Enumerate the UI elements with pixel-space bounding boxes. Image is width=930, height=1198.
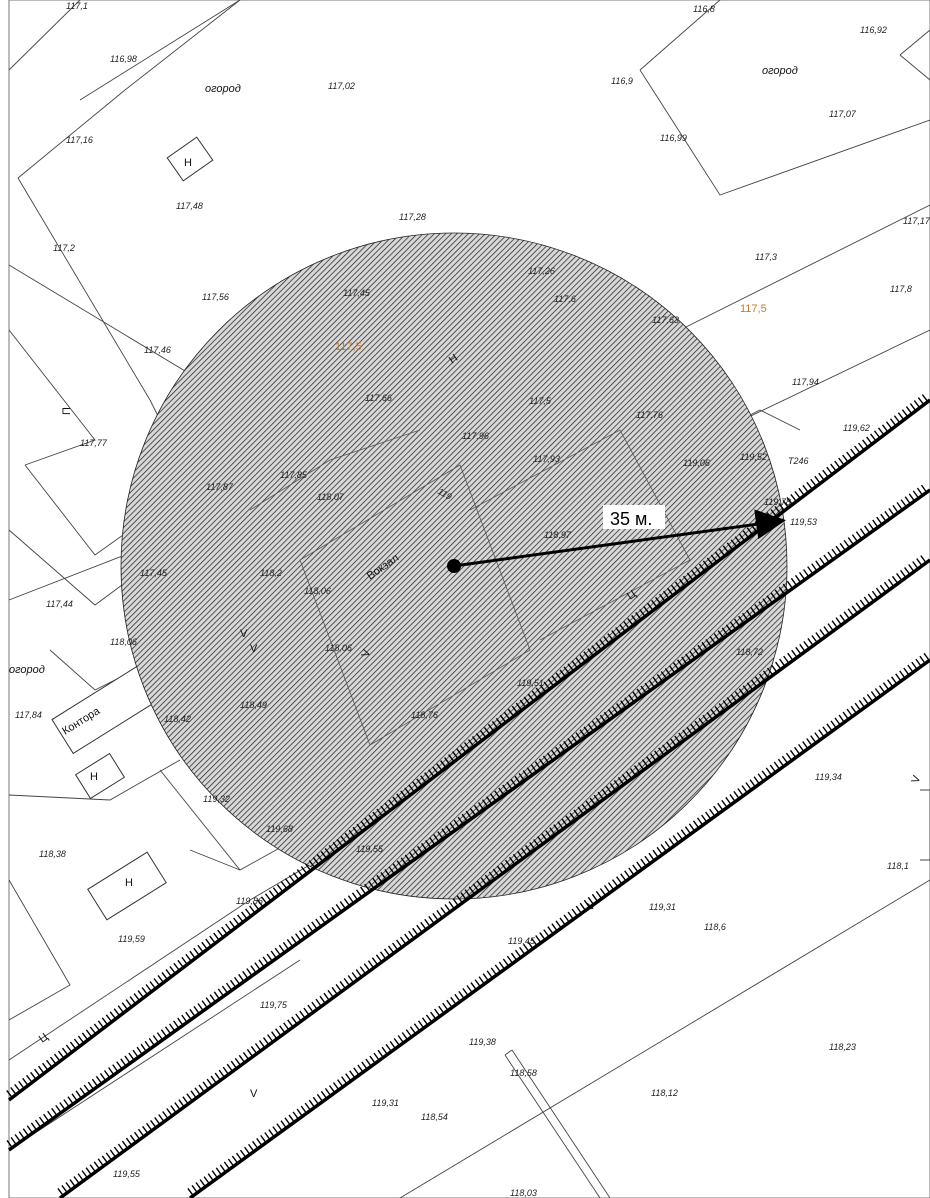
elevation-mark: 118,1 bbox=[887, 861, 909, 871]
t246-label: Т246 bbox=[788, 456, 809, 466]
elevation-mark: 116,99 bbox=[660, 133, 687, 143]
garden-label-1: огород bbox=[205, 83, 241, 95]
elevation-mark: 119,78 bbox=[764, 497, 791, 507]
elevation-mark: 116,92 bbox=[860, 25, 887, 35]
elevation-mark: 117,76 bbox=[636, 410, 663, 420]
elevation-orange-1: 117,5 bbox=[335, 341, 362, 353]
radius-label: 35 м. bbox=[610, 509, 652, 529]
elevation-mark: 119,86 bbox=[236, 896, 263, 906]
symbol-v-1: V bbox=[240, 628, 248, 640]
elevation-mark: 117,02 bbox=[328, 81, 355, 91]
elevation-mark: 117,96 bbox=[462, 431, 489, 441]
garden-label-3: огород bbox=[9, 664, 45, 676]
elevation-mark: 118,58 bbox=[510, 1068, 537, 1078]
elevation-mark: 119,55 bbox=[356, 844, 384, 854]
elevation-mark: 118,6 bbox=[704, 922, 726, 932]
elevation-mark: 119,55 bbox=[113, 1169, 141, 1179]
elevation-mark: 119,59 bbox=[118, 934, 145, 944]
elevation-mark: 118,42 bbox=[164, 714, 191, 724]
elevation-mark: 117,84 bbox=[15, 710, 42, 720]
elevation-mark: 119,75 bbox=[260, 1000, 288, 1010]
elevation-mark: 119,51 bbox=[517, 678, 544, 688]
elevation-mark: 116,98 bbox=[110, 54, 137, 64]
elevation-mark: 117,6 bbox=[554, 294, 576, 304]
symbol-v-6: V bbox=[910, 773, 924, 785]
elevation-mark: 117,94 bbox=[792, 377, 819, 387]
elevation-mark: 119,53 bbox=[790, 517, 817, 527]
elevation-mark: 119,32 bbox=[203, 794, 230, 804]
elevation-mark: 117,8 bbox=[890, 284, 912, 294]
symbol-v-5: V bbox=[250, 1088, 258, 1100]
elevation-mark: 118,72 bbox=[736, 647, 763, 657]
rail-line bbox=[188, 658, 930, 1198]
elevation-mark: 118,12 bbox=[651, 1088, 678, 1098]
radius-arrow bbox=[453, 509, 786, 568]
elevation-mark: 118,03 bbox=[510, 1188, 537, 1198]
map-frame bbox=[8, 0, 930, 1198]
elevation-mark: 118,2 bbox=[260, 568, 282, 578]
rail-ticks bbox=[57, 555, 927, 1197]
station-outlines bbox=[249, 429, 691, 746]
elevation-mark: 117,48 bbox=[176, 201, 203, 211]
elevation-mark: 118,54 bbox=[421, 1112, 448, 1122]
elevation-mark: 119,31 bbox=[649, 902, 676, 912]
symbol-ts-2: Ц bbox=[37, 1031, 51, 1045]
symbol-n-1: Н bbox=[184, 157, 192, 169]
elevation-mark: 118,06 bbox=[325, 643, 352, 653]
elevation-mark: 119,62 bbox=[843, 423, 870, 433]
elevation-mark: 117,45 bbox=[140, 568, 168, 578]
elevation-mark: 117,1 bbox=[66, 1, 88, 11]
radius-label-bg bbox=[603, 505, 665, 529]
elevation-mark: 118,07 bbox=[317, 492, 345, 502]
elevation-mark: 118,76 bbox=[411, 710, 438, 720]
rail-line bbox=[7, 488, 930, 1152]
elevation-mark: 117,17 bbox=[903, 216, 930, 226]
symbol-v-2: V bbox=[250, 643, 258, 655]
elevation-mark: 118,49 bbox=[240, 700, 267, 710]
elevation-mark: 117,07 bbox=[829, 109, 857, 119]
symbol-v-4: V bbox=[584, 901, 598, 913]
elevation-mark: 119,68 bbox=[266, 824, 293, 834]
elevation-mark: 118,23 bbox=[829, 1042, 856, 1052]
elevation-mark: 118,38 bbox=[39, 849, 66, 859]
elevation-orange-2: 117,5 bbox=[740, 303, 767, 315]
elevation-mark: 116,9 bbox=[611, 76, 633, 86]
elevation-mark: 119,34 bbox=[815, 772, 842, 782]
rail-ticks bbox=[6, 484, 928, 1149]
elevation-mark: 118,97 bbox=[544, 530, 572, 540]
elevation-mark: 118,06 bbox=[304, 586, 331, 596]
center-point bbox=[447, 559, 461, 573]
elevation-mark: 117,45 bbox=[343, 288, 371, 298]
elevation-mark: 116,8 bbox=[693, 4, 715, 14]
elevation-mark: 119,52 bbox=[740, 452, 767, 462]
rail-ticks bbox=[187, 652, 930, 1197]
elevation-mark: 119,45 bbox=[508, 936, 536, 946]
elevation-mark: 118,06 bbox=[110, 637, 137, 647]
elevation-mark: 117,85 bbox=[280, 470, 308, 480]
elevation-mark: 117,26 bbox=[528, 266, 555, 276]
elevation-mark: 119,06 bbox=[683, 458, 710, 468]
elevation-mark: 117,63 bbox=[652, 315, 679, 325]
symbol-v-3: V bbox=[360, 647, 374, 659]
elevation-mark: 117,66 bbox=[365, 393, 392, 403]
elevation-mark: 117,5 bbox=[529, 396, 552, 406]
elevation-mark: 117,77 bbox=[80, 438, 108, 448]
elevation-mark: 119,38 bbox=[469, 1037, 496, 1047]
symbol-n-4: Н bbox=[125, 877, 133, 889]
elevation-mark: 117,46 bbox=[144, 345, 171, 355]
elevation-mark: 117,93 bbox=[533, 454, 560, 464]
elevation-mark: 117,28 bbox=[399, 212, 426, 222]
symbol-n-3: Н bbox=[90, 771, 98, 783]
symbol-p: П bbox=[61, 407, 73, 415]
elevation-mark: 117,44 bbox=[46, 599, 73, 609]
elevation-mark: 119,31 bbox=[372, 1098, 399, 1108]
elevation-mark: 117,16 bbox=[66, 135, 93, 145]
elevation-mark: 117,56 bbox=[202, 292, 229, 302]
rail-ticks bbox=[6, 394, 929, 1099]
elevation-mark: 117,87 bbox=[206, 482, 234, 492]
elevation-mark: 117,3 bbox=[755, 252, 777, 262]
garden-label-2: огород bbox=[762, 65, 798, 77]
elevation-mark: 117,2 bbox=[53, 243, 75, 253]
